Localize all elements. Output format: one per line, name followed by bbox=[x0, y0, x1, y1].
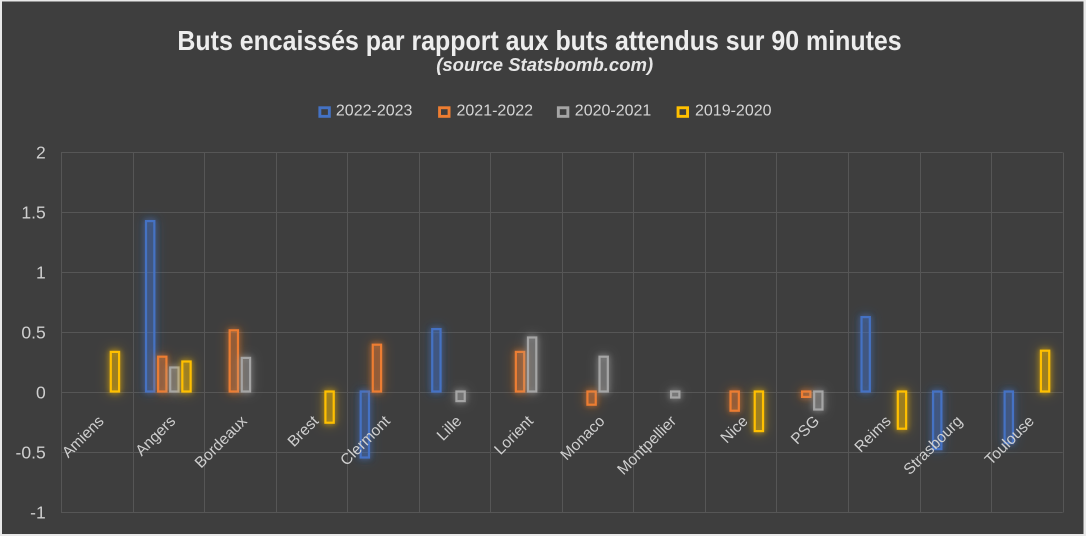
svg-text:Buts encaissés par rapport aux: Buts encaissés par rapport aux buts atte… bbox=[177, 25, 901, 57]
svg-text:2022-2023: 2022-2023 bbox=[336, 103, 413, 120]
svg-text:0: 0 bbox=[36, 382, 46, 402]
svg-text:(source Statsbomb.com): (source Statsbomb.com) bbox=[436, 54, 653, 75]
svg-text:0.5: 0.5 bbox=[21, 322, 45, 342]
svg-text:1.5: 1.5 bbox=[21, 202, 45, 222]
svg-text:1: 1 bbox=[36, 262, 46, 282]
svg-text:2020-2021: 2020-2021 bbox=[575, 103, 652, 120]
svg-text:2021-2022: 2021-2022 bbox=[457, 103, 534, 120]
svg-text:2: 2 bbox=[36, 142, 46, 162]
svg-text:-1: -1 bbox=[30, 502, 46, 522]
svg-text:-0.5: -0.5 bbox=[16, 442, 46, 462]
svg-text:2019-2020: 2019-2020 bbox=[695, 103, 772, 120]
